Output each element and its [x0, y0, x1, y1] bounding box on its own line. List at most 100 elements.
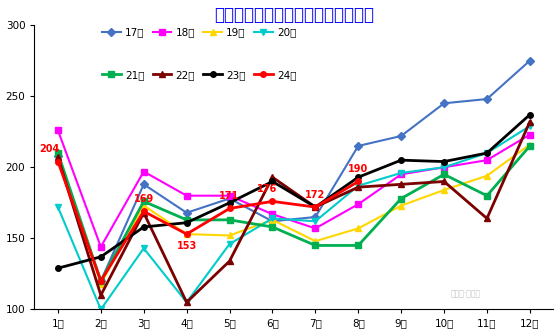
18年 [226, 194, 233, 198]
24年 [55, 160, 61, 164]
Title: 乘联会狭义乘用车国内月度零售走势: 乘联会狭义乘用车国内月度零售走势 [214, 6, 374, 24]
Text: 153: 153 [177, 241, 197, 251]
21年 [312, 243, 319, 247]
19年 [527, 143, 533, 147]
Line: 19年: 19年 [55, 142, 533, 287]
22年 [269, 175, 276, 179]
20年 [440, 165, 447, 169]
Line: 23年: 23年 [55, 112, 533, 271]
Text: 171: 171 [220, 191, 240, 201]
23年 [140, 225, 147, 229]
18年 [484, 158, 490, 162]
23年 [527, 113, 533, 117]
21年 [97, 279, 104, 283]
23年 [226, 201, 233, 205]
22年 [312, 205, 319, 209]
20年 [97, 307, 104, 311]
24年 [312, 205, 319, 209]
21年 [527, 144, 533, 148]
19年 [398, 204, 405, 208]
17年 [355, 144, 362, 148]
21年 [183, 218, 190, 222]
21年 [484, 194, 490, 198]
24年 [97, 279, 104, 283]
19年 [183, 232, 190, 236]
24年 [226, 206, 233, 210]
20年 [226, 242, 233, 246]
Text: 190: 190 [348, 164, 368, 174]
23年 [398, 158, 405, 162]
Text: 176: 176 [257, 184, 277, 194]
19年 [484, 174, 490, 178]
22年 [440, 179, 447, 183]
21年 [269, 225, 276, 229]
23年 [269, 179, 276, 183]
19年 [312, 239, 319, 243]
21年 [55, 151, 61, 155]
22年 [140, 211, 147, 215]
Line: 17年: 17年 [55, 58, 533, 284]
18年 [355, 202, 362, 206]
Line: 20年: 20年 [55, 123, 533, 312]
20年 [484, 151, 490, 155]
24年 [140, 209, 147, 213]
20年 [140, 246, 147, 250]
19年 [140, 204, 147, 208]
22年 [226, 259, 233, 263]
18年 [527, 133, 533, 137]
17年 [226, 196, 233, 200]
23年 [440, 160, 447, 164]
22年 [55, 155, 61, 159]
17年 [140, 182, 147, 186]
19年 [355, 226, 362, 230]
Text: 204: 204 [39, 145, 59, 154]
Line: 24年: 24年 [55, 159, 361, 284]
18年 [269, 212, 276, 216]
19年 [97, 282, 104, 286]
Text: 172: 172 [305, 190, 325, 200]
17年 [440, 101, 447, 105]
20年 [527, 124, 533, 128]
22年 [484, 216, 490, 220]
23年 [355, 175, 362, 179]
18年 [55, 128, 61, 132]
23年 [97, 255, 104, 259]
17年 [55, 154, 61, 158]
21年 [398, 196, 405, 200]
24年 [183, 232, 190, 236]
21年 [140, 199, 147, 203]
18年 [97, 245, 104, 249]
22年 [355, 185, 362, 189]
20年 [183, 300, 190, 304]
Line: 18年: 18年 [55, 128, 533, 249]
21年 [355, 243, 362, 247]
20年 [269, 216, 276, 220]
19年 [55, 151, 61, 155]
17年 [97, 279, 104, 283]
17年 [398, 134, 405, 138]
18年 [440, 165, 447, 169]
17年 [527, 59, 533, 63]
17年 [269, 219, 276, 223]
Legend: 21年, 22年, 23年, 24年: 21年, 22年, 23年, 24年 [102, 70, 296, 80]
22年 [97, 293, 104, 297]
24年 [269, 199, 276, 203]
23年 [484, 151, 490, 155]
20年 [355, 184, 362, 188]
18年 [398, 172, 405, 176]
22年 [183, 300, 190, 304]
Line: 21年: 21年 [55, 143, 533, 284]
20年 [312, 219, 319, 223]
24年 [355, 179, 362, 183]
23年 [312, 205, 319, 209]
Text: 公众号·崔东树: 公众号·崔东树 [450, 289, 480, 298]
Text: 169: 169 [134, 194, 154, 204]
18年 [183, 194, 190, 198]
23年 [55, 266, 61, 270]
20年 [55, 205, 61, 209]
21年 [440, 172, 447, 176]
18年 [312, 226, 319, 230]
Line: 22年: 22年 [55, 119, 533, 305]
17年 [484, 97, 490, 101]
23年 [183, 221, 190, 225]
